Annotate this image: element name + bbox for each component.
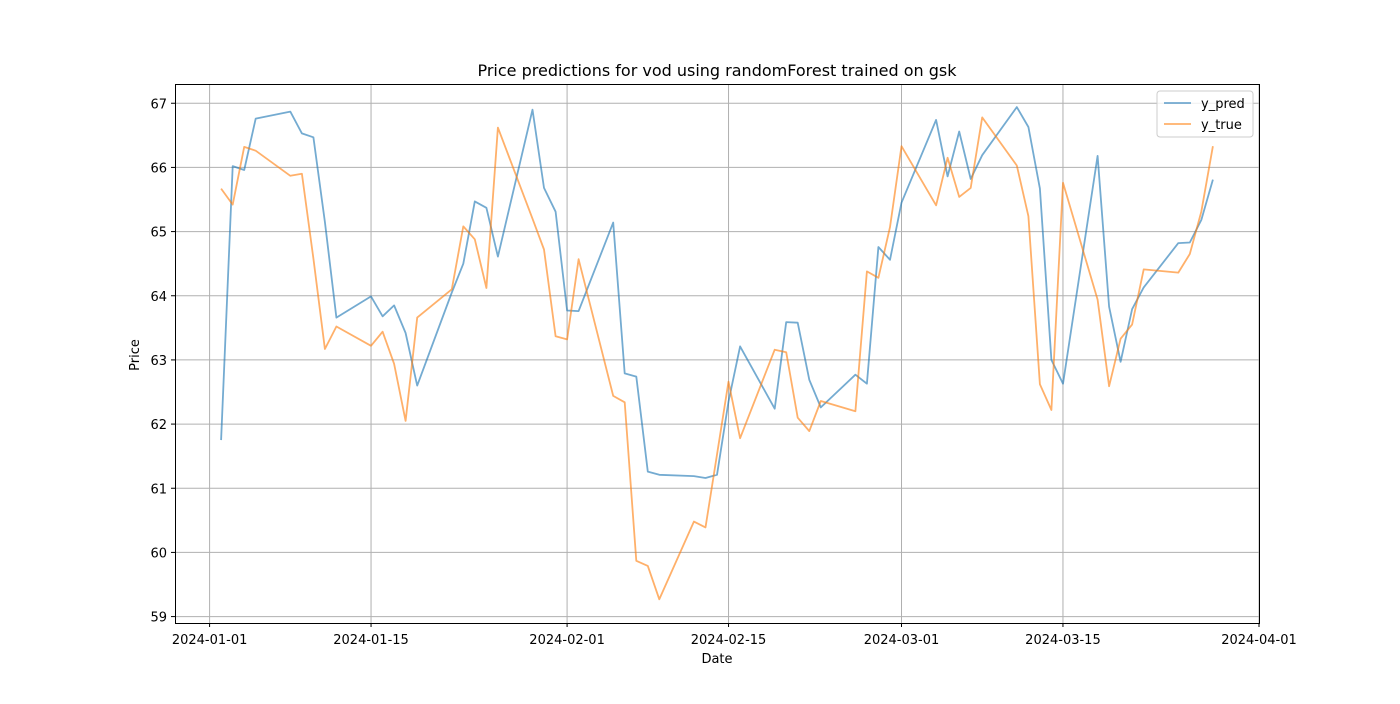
legend-label: y_true — [1201, 118, 1242, 133]
x-tick-label: 2024-02-01 — [529, 633, 605, 648]
series-line-y-pred — [220, 106, 1214, 479]
x-axis-label: Date — [701, 652, 732, 667]
y-axis-label: Price — [128, 339, 143, 371]
legend-label: y_pred — [1201, 97, 1245, 112]
series-line-y-true — [220, 116, 1214, 601]
y-tick-label: 61 — [150, 482, 167, 497]
y-tick-label: 66 — [150, 161, 167, 176]
x-tick-label: 2024-01-01 — [172, 633, 248, 648]
legend: y_pred y_true — [1156, 90, 1254, 138]
y-tick-label: 63 — [150, 354, 167, 369]
x-tick-label: 2024-04-01 — [1221, 633, 1297, 648]
y-tick-label: 60 — [150, 546, 167, 561]
x-tick-label: 2024-01-15 — [333, 633, 409, 648]
x-axis-ticks: 2024-01-01 2024-01-15 2024-02-01 2024-02-15… — [172, 623, 1297, 648]
y-tick-label: 64 — [150, 290, 167, 305]
y-tick-label: 65 — [150, 226, 167, 241]
x-tick-label: 2024-03-01 — [864, 633, 940, 648]
y-axis-ticks: 59 60 61 62 63 64 65 66 67 — [150, 97, 175, 626]
y-tick-label: 62 — [150, 418, 167, 433]
chart-title: Price predictions for vod using randomFo… — [477, 61, 957, 80]
x-tick-label: 2024-03-15 — [1025, 633, 1101, 648]
series-lines — [220, 106, 1214, 601]
y-tick-label: 59 — [150, 611, 167, 626]
plot-frame — [175, 84, 1260, 624]
x-tick-label: 2024-02-15 — [691, 633, 767, 648]
y-tick-label: 67 — [150, 97, 167, 112]
